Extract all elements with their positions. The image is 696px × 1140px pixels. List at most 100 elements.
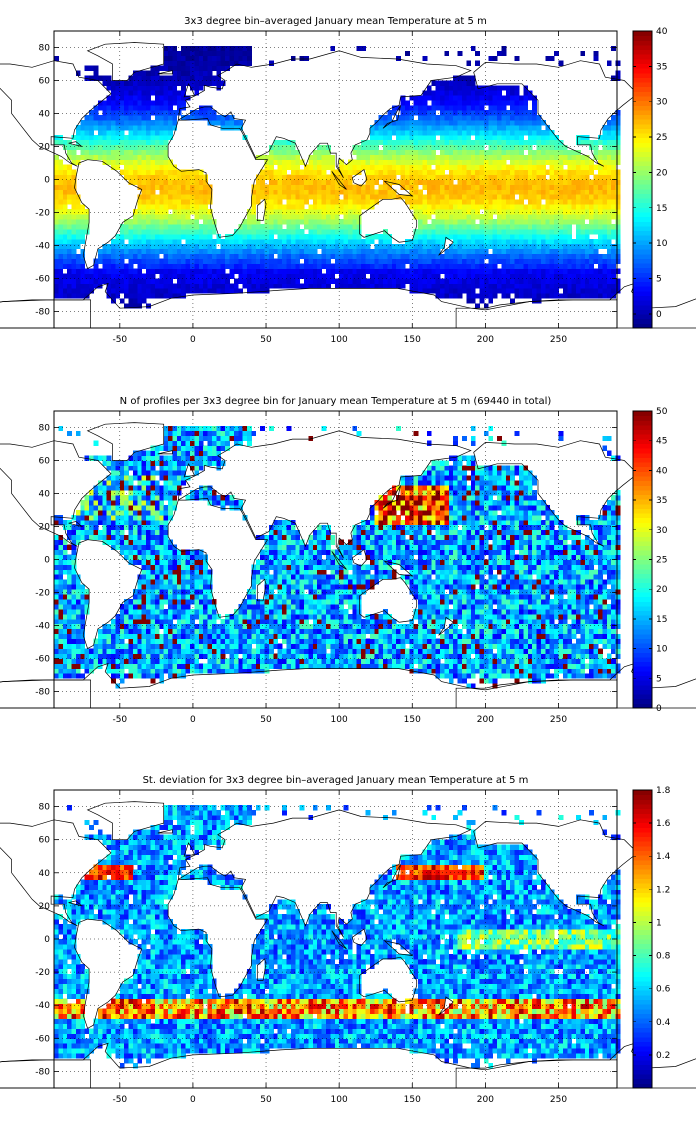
heatmap-cell — [352, 658, 358, 664]
heatmap-cell — [440, 229, 445, 235]
heatmap-cell — [576, 263, 581, 269]
heatmap-cell — [190, 663, 195, 669]
heatmap-cell — [448, 120, 454, 126]
heatmap-cell — [176, 95, 182, 101]
heatmap-cell — [536, 238, 542, 245]
heatmap-cell — [615, 60, 621, 66]
heatmap-cell — [519, 263, 524, 269]
heatmap-cell — [580, 243, 586, 250]
heatmap-cell — [580, 174, 586, 180]
heatmap-cell — [277, 268, 283, 274]
heatmap-cell — [453, 229, 458, 235]
heatmap-cell — [519, 95, 524, 101]
heatmap-cell — [448, 95, 454, 101]
heatmap-cell — [54, 55, 59, 62]
heatmap-cell — [159, 100, 165, 106]
x-tick-label: 200 — [477, 335, 494, 345]
heatmap-cell — [150, 199, 156, 205]
heatmap-cell — [589, 159, 594, 165]
heatmap-cell — [317, 169, 322, 175]
heatmap-cell — [492, 164, 498, 170]
heatmap-cell — [558, 278, 564, 284]
heatmap-cell — [488, 95, 494, 101]
heatmap-cell — [475, 268, 480, 274]
heatmap-cell — [440, 189, 445, 195]
heatmap-cell — [510, 278, 515, 284]
heatmap-cell — [146, 293, 151, 299]
heatmap-cell — [422, 110, 428, 116]
heatmap-cell — [571, 278, 577, 284]
heatmap-cell — [536, 214, 542, 220]
heatmap-cell — [611, 658, 616, 664]
heatmap-cell — [54, 253, 59, 260]
heatmap-cell — [523, 115, 529, 121]
heatmap-cell — [492, 194, 498, 200]
heatmap-cell — [58, 673, 64, 679]
heatmap-cell — [62, 224, 68, 230]
heatmap-cell — [225, 55, 230, 62]
heatmap-cell — [383, 658, 388, 664]
heatmap-cell — [497, 179, 502, 185]
heatmap-cell — [54, 194, 59, 200]
heatmap-cell — [492, 144, 498, 151]
heatmap-cell — [154, 243, 160, 250]
heatmap-cell — [527, 248, 533, 255]
heatmap-cell — [299, 55, 305, 62]
heatmap-cell — [299, 184, 305, 190]
heatmap-cell — [431, 154, 437, 161]
heatmap-cell — [102, 105, 108, 111]
heatmap-cell — [203, 80, 208, 86]
heatmap-cell — [255, 248, 261, 255]
heatmap-cell — [598, 229, 603, 235]
heatmap-cell — [80, 130, 86, 136]
colorbar-swatch — [633, 235, 652, 241]
heatmap-cell — [317, 243, 322, 250]
heatmap-cell — [497, 653, 502, 659]
heatmap-cell — [510, 243, 515, 250]
heatmap-cell — [435, 224, 441, 230]
heatmap-cell — [154, 130, 160, 136]
heatmap-cell — [80, 229, 86, 235]
heatmap-cell — [453, 174, 458, 180]
heatmap-cell — [326, 184, 331, 190]
heatmap-cell — [492, 55, 498, 62]
heatmap-cell — [150, 219, 156, 225]
heatmap-cell — [365, 189, 371, 195]
heatmap-cell — [269, 179, 274, 185]
heatmap-cell — [137, 90, 143, 96]
heatmap-cell — [334, 214, 340, 220]
heatmap-cell — [615, 125, 621, 131]
heatmap-cell — [207, 105, 213, 111]
heatmap-cell — [181, 268, 186, 274]
heatmap-cell — [453, 105, 458, 111]
heatmap-cell — [106, 95, 112, 101]
heatmap-cell — [426, 90, 432, 96]
heatmap-cell — [405, 248, 410, 255]
heatmap-cell — [356, 263, 362, 269]
heatmap-cell — [163, 105, 169, 111]
heatmap-cell — [190, 658, 195, 664]
heatmap-cell — [75, 194, 81, 200]
heatmap-cell — [273, 273, 279, 279]
heatmap-cell — [181, 253, 186, 260]
heatmap-cell — [391, 248, 397, 255]
heatmap-cell — [181, 199, 186, 205]
heatmap-cell — [141, 243, 147, 250]
heatmap-cell — [576, 139, 581, 146]
heatmap-cell — [611, 243, 616, 250]
heatmap-cell — [554, 194, 559, 200]
heatmap-cell — [163, 65, 169, 71]
heatmap-cell — [150, 65, 156, 71]
heatmap-cell — [168, 248, 173, 255]
heatmap-cell — [505, 658, 511, 664]
heatmap-cell — [146, 229, 151, 235]
heatmap-cell — [111, 658, 116, 664]
heatmap-cell — [247, 653, 252, 659]
heatmap-cell — [523, 268, 529, 274]
heatmap-cell — [317, 184, 322, 190]
heatmap-cell — [369, 174, 375, 180]
heatmap-cell — [119, 90, 125, 96]
heatmap-cell — [510, 189, 515, 195]
heatmap-cell — [273, 238, 279, 245]
heatmap-cell — [497, 234, 502, 240]
